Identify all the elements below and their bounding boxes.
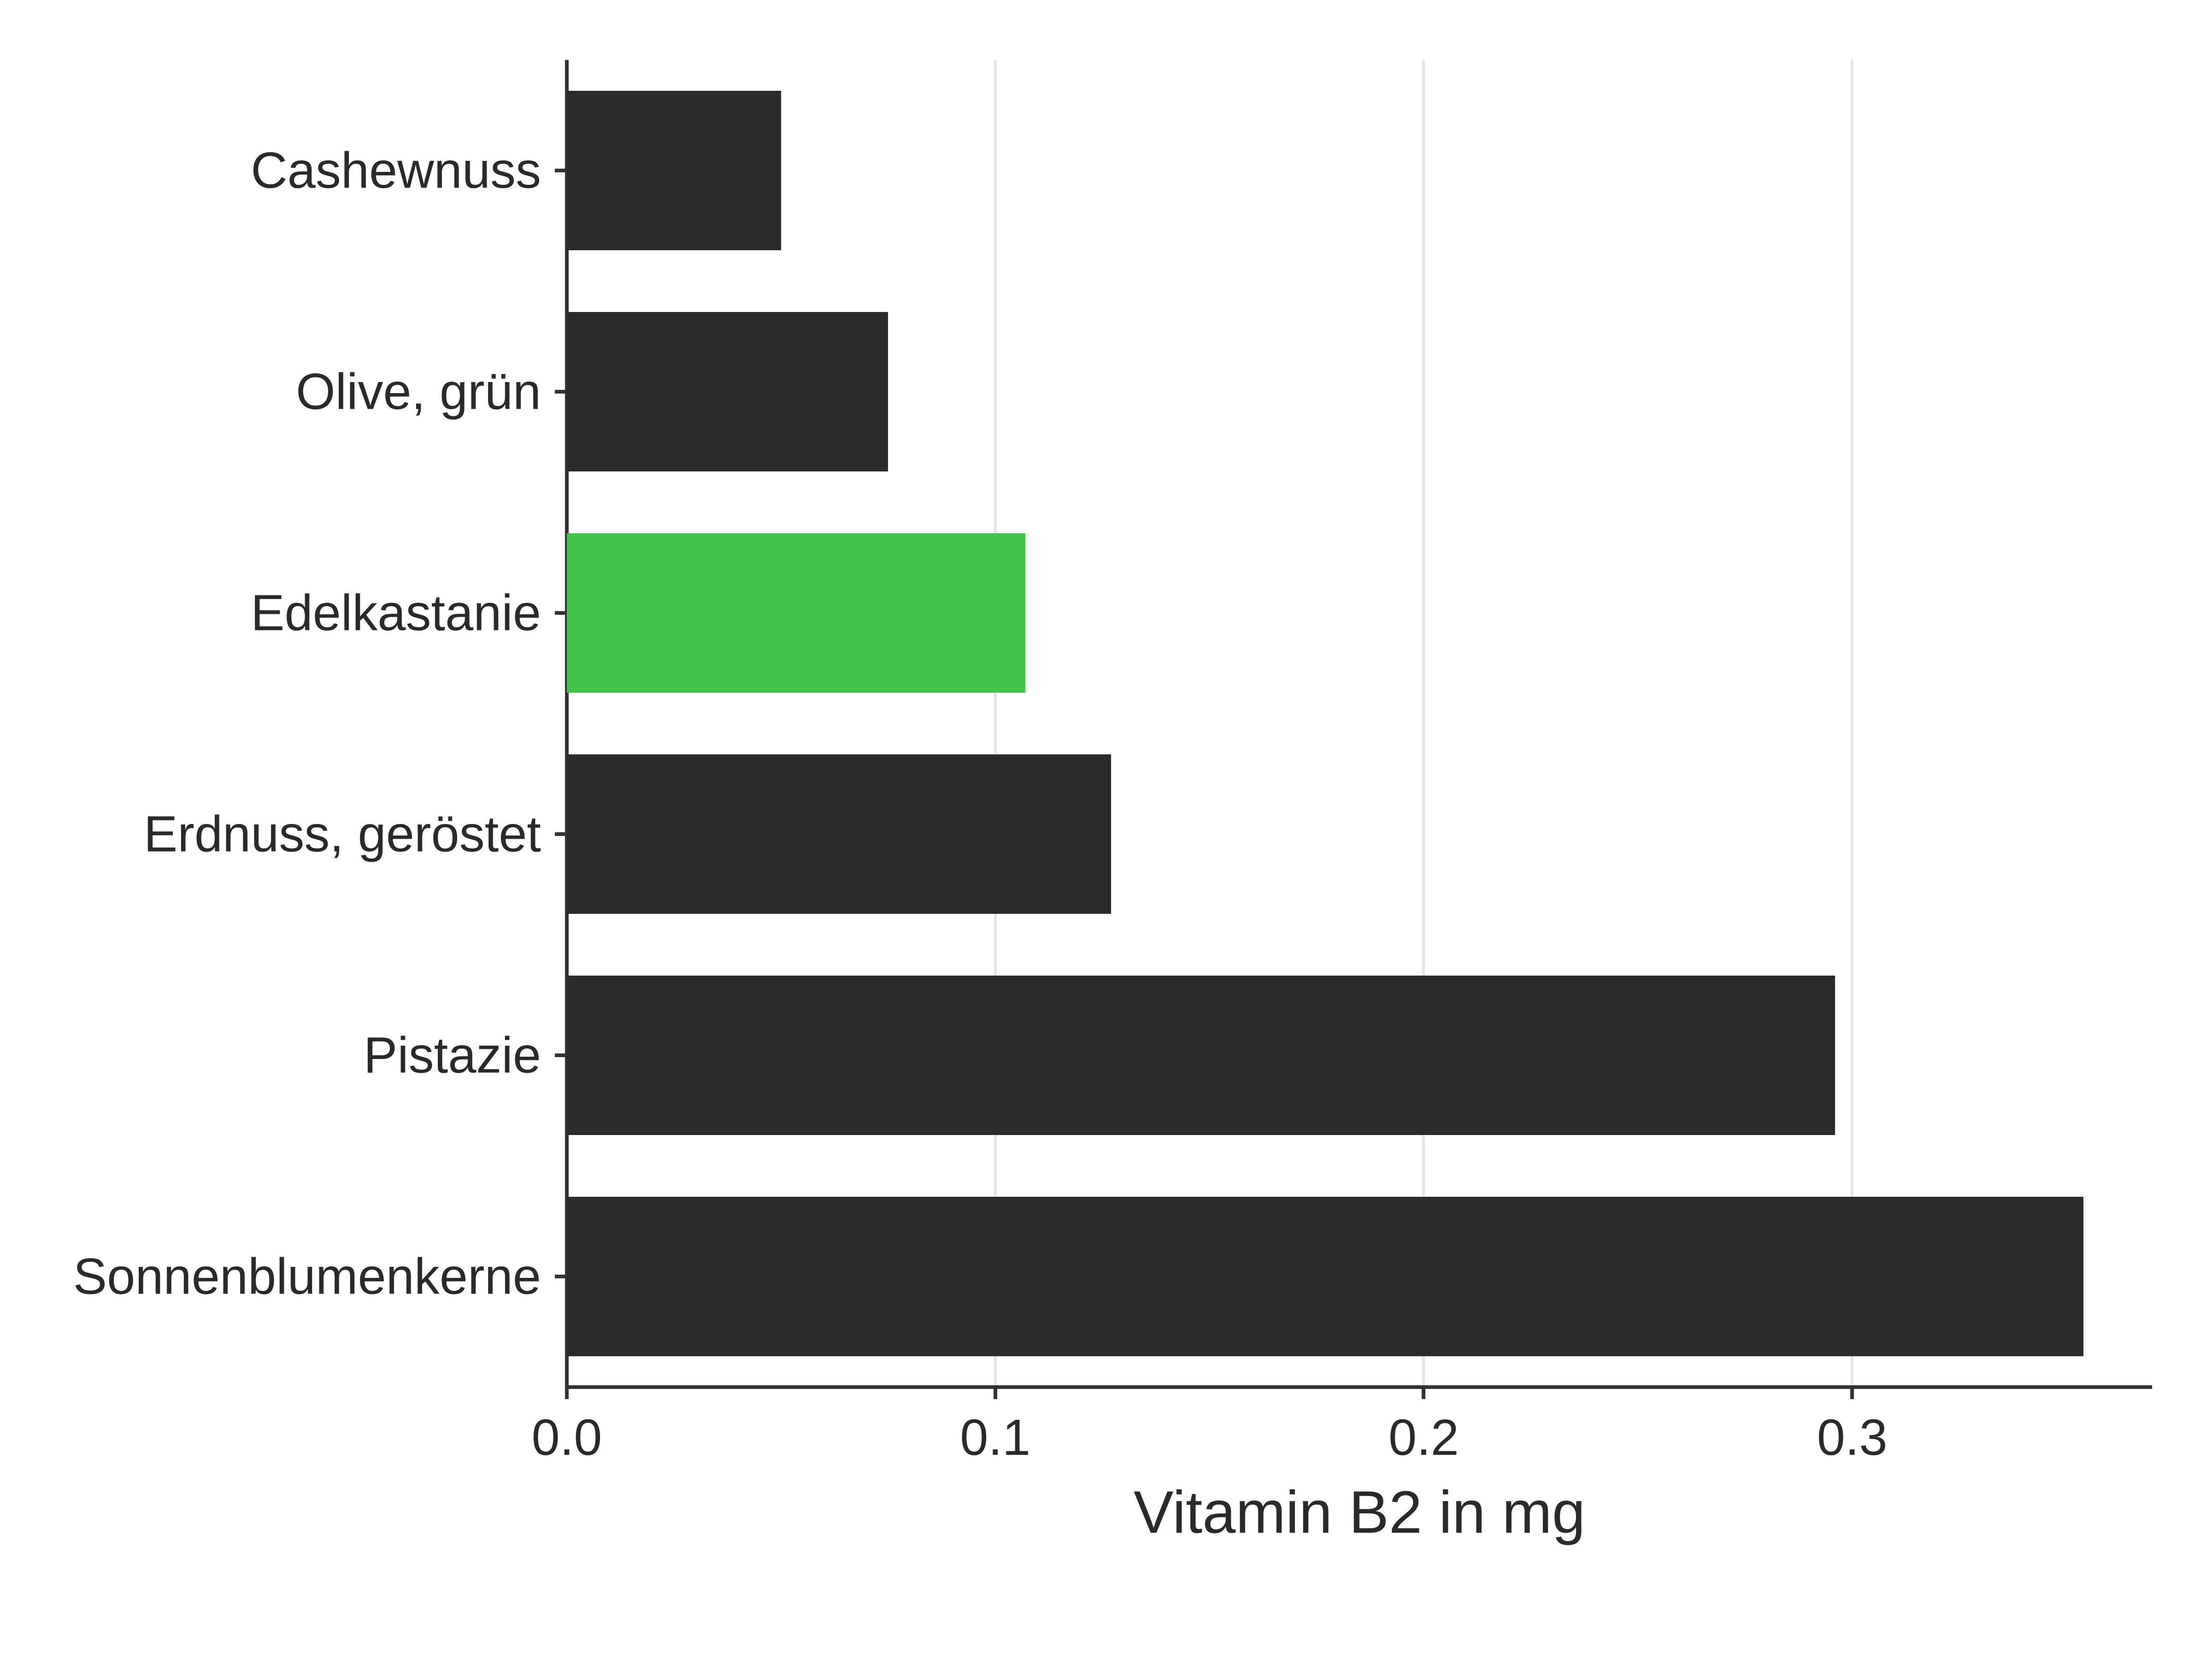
bar [567, 976, 1835, 1135]
y-category-label: Cashewnuss [251, 141, 541, 200]
y-category-label: Pistazie [364, 1026, 541, 1085]
x-gridline [994, 60, 997, 1387]
plot-area [567, 60, 2152, 1387]
y-category-label: Edelkastanie [251, 584, 541, 642]
bar [567, 754, 1111, 914]
x-axis-title: Vitamin B2 in mg [1134, 1477, 1585, 1547]
x-gridline [1851, 60, 1853, 1387]
x-axis-line [567, 1385, 2152, 1389]
bar [567, 312, 888, 471]
x-tick-label: 0.2 [1388, 1408, 1459, 1467]
y-tick [555, 1053, 567, 1057]
y-tick [555, 390, 567, 394]
x-gridline [1422, 60, 1425, 1387]
y-axis-line [565, 60, 569, 1387]
y-tick [555, 1275, 567, 1278]
bar [567, 533, 1025, 693]
vitamin-b2-bar-chart: Cashewnuss Olive, grün Edelkastanie Erdnuss… [0, 0, 2212, 1659]
y-tick [555, 611, 567, 615]
y-tick [555, 832, 567, 836]
y-category-label: Sonnenblumenkerne [73, 1247, 541, 1306]
bar [567, 91, 781, 250]
x-tick-label: 0.0 [532, 1408, 602, 1467]
y-category-label: Olive, grün [296, 363, 541, 421]
bar [567, 1197, 2083, 1356]
x-tick-label: 0.1 [960, 1408, 1030, 1467]
y-tick [555, 169, 567, 172]
x-tick-label: 0.3 [1817, 1408, 1888, 1467]
y-category-label: Erdnuss, geröstet [144, 805, 541, 864]
